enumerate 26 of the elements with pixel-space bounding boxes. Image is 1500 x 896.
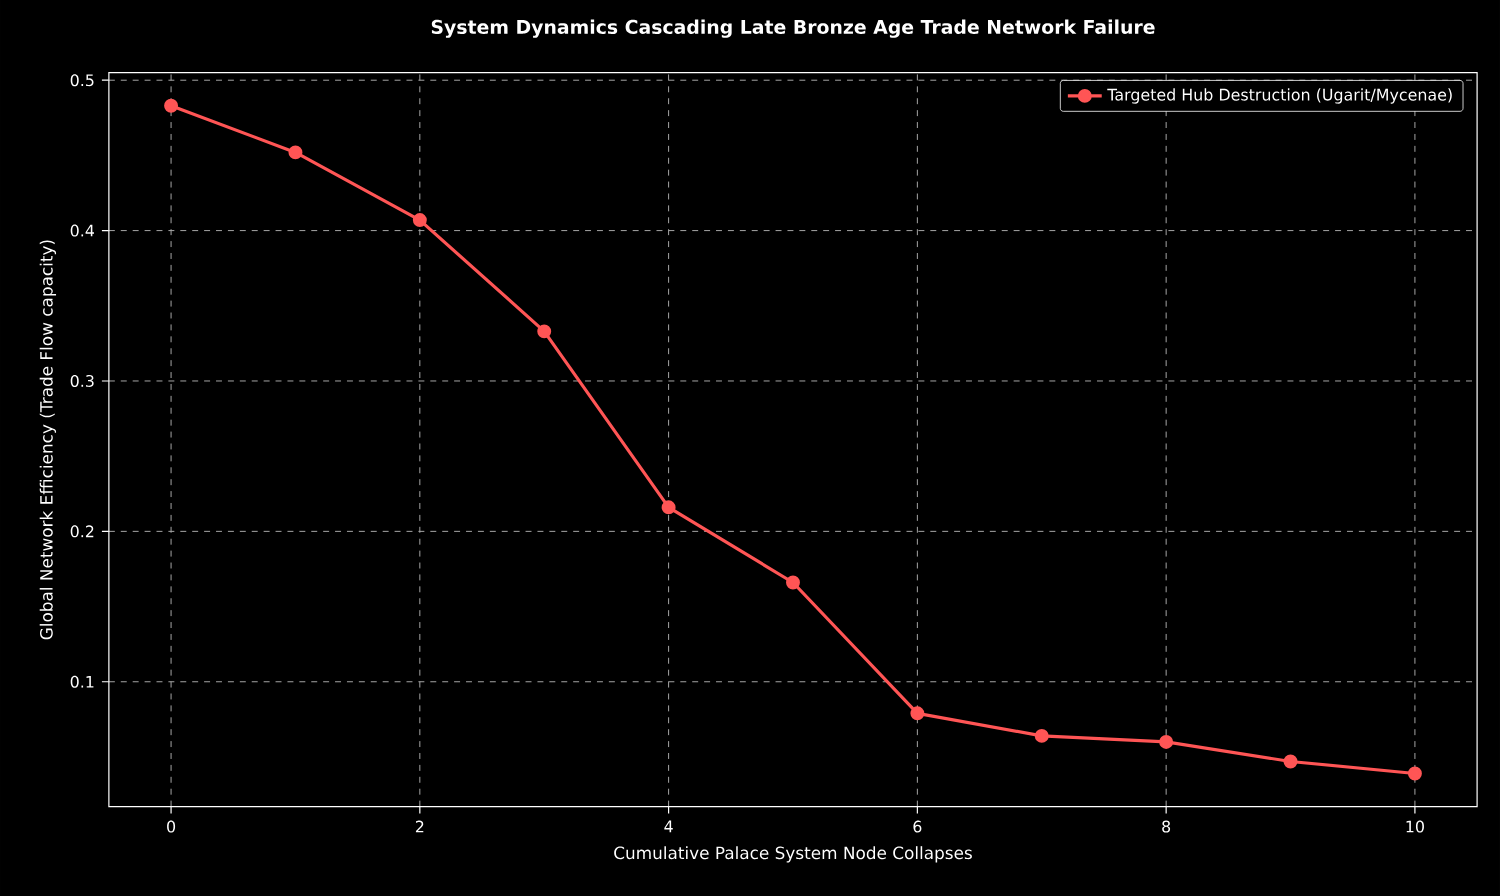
y-tick-label: 0.5 [70, 74, 94, 87]
y-axis-title: Global Network Efficiency (Trade Flow capacity) [39, 240, 57, 640]
y-tick-label: 0.1 [70, 675, 94, 688]
point [164, 98, 179, 113]
point [1283, 754, 1298, 769]
point [537, 324, 552, 339]
x-tick-label: 2 [415, 820, 424, 833]
y-tick-label: 0.4 [70, 224, 95, 237]
x-tick-label: 6 [913, 820, 922, 833]
point [412, 213, 427, 227]
point [786, 575, 800, 590]
point [1407, 766, 1422, 781]
point [1034, 728, 1049, 743]
x-axis-title: Cumulative Palace System Node Collapses [614, 846, 972, 863]
y-tick-label: 0.3 [70, 374, 94, 387]
point [910, 706, 925, 721]
point [288, 145, 303, 160]
legend-label: Targeted Hub Destruction (Ugarit/Mycenae) [1107, 88, 1452, 104]
point [1159, 734, 1174, 749]
point [661, 500, 676, 515]
x-tick-label: 0 [167, 820, 176, 833]
chart-title: System Dynamics Cascading Late Bronze Age Trade Network Failure [431, 19, 1155, 38]
x-tick-label: 10 [1406, 820, 1424, 833]
x-tick-label: 4 [664, 820, 673, 833]
y-tick-label: 0.2 [70, 525, 94, 538]
x-tick-label: 8 [1162, 820, 1171, 833]
